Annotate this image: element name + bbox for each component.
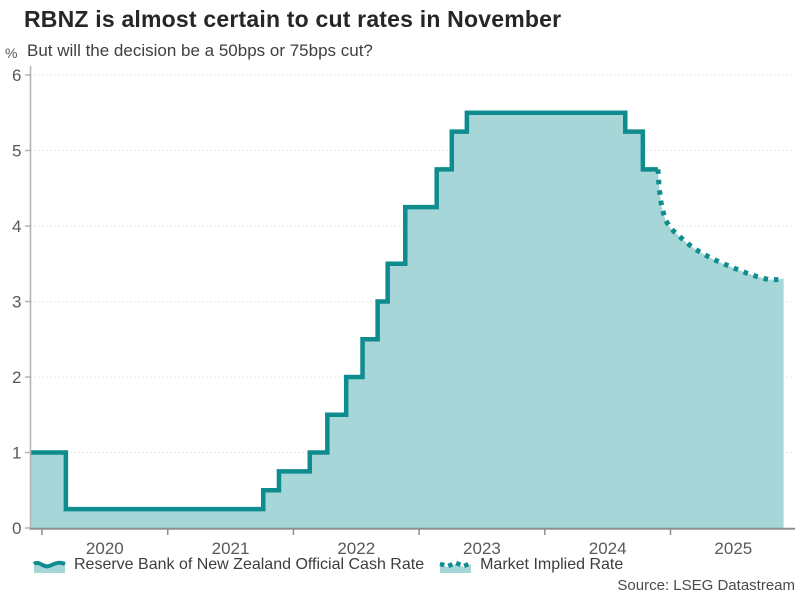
y-tick-label: 3 (12, 293, 21, 312)
x-tick-label: 2025 (714, 539, 752, 558)
x-tick-label: 2024 (589, 539, 627, 558)
rate-area-fill (30, 112, 784, 528)
legend-label: Reserve Bank of New Zealand Official Cas… (74, 556, 425, 573)
y-tick-label: 0 (12, 519, 21, 538)
solid-line-legend-icon (33, 560, 66, 573)
chart-title: RBNZ is almost certain to cut rates in N… (24, 6, 562, 32)
official-cash-rate-line (30, 110, 658, 512)
y-tick-label: 4 (12, 217, 21, 236)
y-axis-unit-label: % (5, 45, 18, 61)
source-attribution: Source: LSEG Datastream (617, 577, 795, 594)
x-tick-label: 2020 (86, 539, 124, 558)
x-tick-label: 2021 (212, 539, 250, 558)
x-tick-label: 2022 (337, 539, 375, 558)
legend-item-official-cash-rate: Reserve Bank of New Zealand Official Cas… (33, 556, 424, 574)
y-tick-label: 5 (12, 142, 21, 161)
y-tick-label: 6 (12, 66, 21, 85)
y-tick-label: 2 (12, 368, 21, 387)
legend-label: Market Implied Rate (480, 556, 624, 573)
chart-subtitle: But will the decision be a 50bps or 75bp… (27, 41, 373, 60)
dotted-line-legend-icon (439, 560, 472, 573)
y-tick-label: 1 (12, 444, 21, 463)
x-tick-label: 2023 (463, 539, 501, 558)
legend-item-market-implied-rate: Market Implied Rate (439, 556, 623, 574)
chart-legend: Reserve Bank of New Zealand Official Cas… (33, 556, 623, 574)
